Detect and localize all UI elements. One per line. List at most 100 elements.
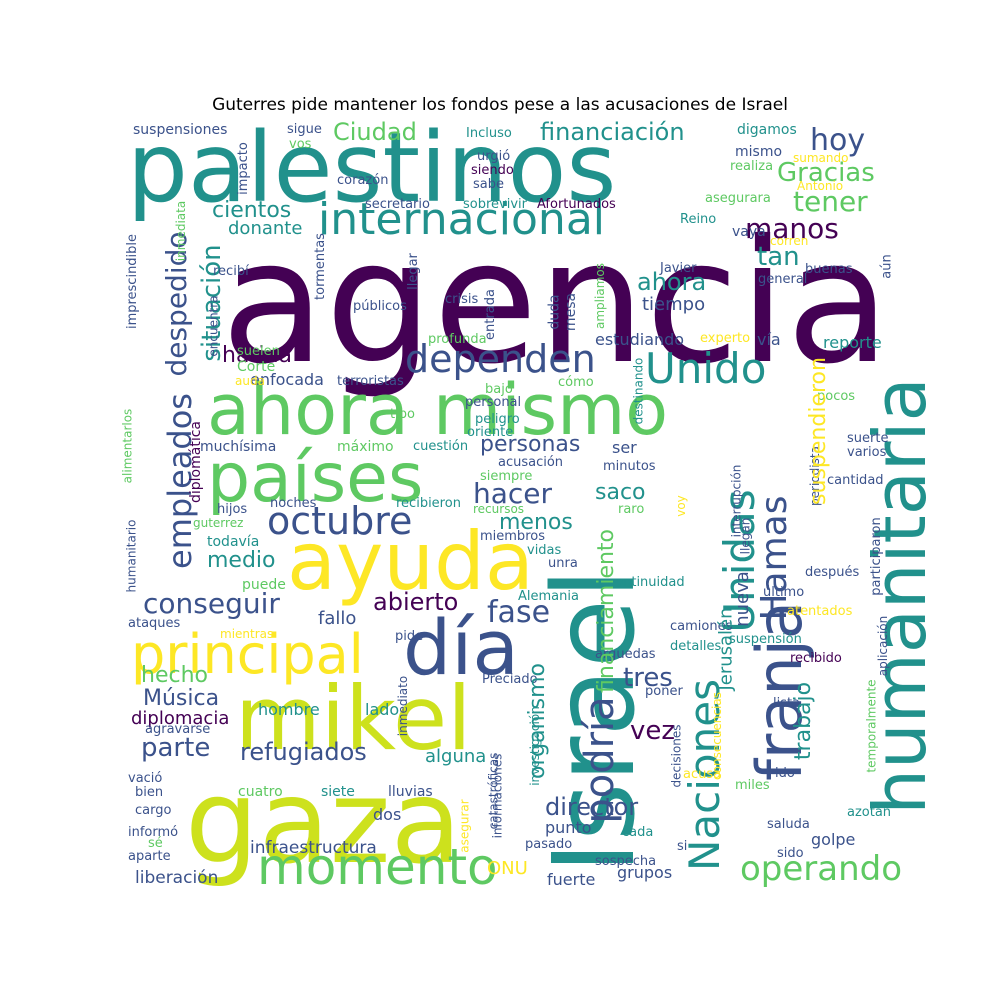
word-estudiando: estudiando: [595, 330, 685, 349]
word-cargo: cargo: [135, 803, 172, 818]
word-ser: ser: [612, 438, 637, 457]
word-despues: después: [805, 565, 860, 580]
word-cuestion: cuestión: [413, 439, 469, 454]
word-puede: puede: [242, 577, 286, 593]
word-suerte: suerte: [847, 431, 889, 446]
word-encuentra: encuentra: [206, 295, 221, 357]
word-financiamiento: financiamiento: [594, 528, 620, 694]
word-vacio: vació: [128, 771, 163, 786]
word-vaya: vaya: [732, 224, 766, 240]
word-cuatro: cuatro: [238, 784, 283, 800]
word-octubre: octubre: [267, 499, 413, 543]
word-principal: principal: [131, 623, 364, 686]
word-auda: auda: [235, 374, 265, 388]
word-general: general: [758, 272, 808, 287]
word-mismo2: mismo: [735, 144, 783, 160]
word-asegurar: asegurar: [457, 799, 472, 853]
word-momento: momento: [257, 838, 498, 896]
word-agencia: agencia: [221, 204, 891, 402]
word-fase: fase: [487, 595, 551, 630]
word-via: vía: [757, 330, 781, 349]
word-urgio: urgió: [477, 149, 511, 164]
word-siempre: siempre: [480, 469, 533, 484]
word-mikel: mikel: [235, 667, 472, 770]
word-infraestructura: infraestructura: [250, 838, 377, 858]
word-terroristas: terroristas: [337, 374, 404, 389]
word-unido: Unido: [645, 344, 767, 393]
word-realiza: realiza: [730, 159, 774, 174]
word-diplomatica: diplomática: [188, 421, 204, 503]
word-sido: sido: [777, 846, 804, 861]
word-arguedas: arguedas: [595, 647, 656, 662]
word-gracias: Gracias: [777, 158, 875, 188]
word-sobrevivir: sobrevivir: [463, 197, 527, 212]
word-palestinos: palestinos: [127, 112, 617, 224]
word-bien: bien: [135, 785, 164, 800]
word-entrada: entrada: [482, 289, 498, 340]
word-suelen: suelen: [237, 344, 280, 359]
word-dia: día: [403, 603, 519, 692]
word-diplomacia: diplomacia: [131, 708, 230, 729]
word-pasado: pasado: [525, 837, 573, 852]
word-medio: medio: [207, 548, 276, 573]
word-antonio: Antonio: [797, 179, 844, 193]
word-suspendieron: suspendieron: [805, 357, 831, 505]
word-hoy: hoy: [810, 123, 866, 158]
word-abierto: abierto: [373, 588, 459, 616]
word-gaza: gaza: [185, 755, 462, 890]
word-acusa: acusa: [683, 767, 722, 782]
word-sigue: sigue: [287, 122, 322, 137]
word-preciado: Preciado: [482, 672, 538, 687]
word-manos: manos: [745, 212, 839, 245]
word-harina: harina: [222, 343, 293, 368]
word-recibi: recibí: [213, 264, 249, 279]
word-muchisima: muchísima: [200, 439, 277, 455]
word-conseguir: conseguir: [143, 587, 280, 620]
word-raro: raro: [618, 502, 645, 517]
word-cientos: cientos: [212, 198, 292, 223]
word-cloud: palestinos agencia internacional ahora m…: [120, 112, 942, 896]
word-donante: donante: [228, 218, 303, 239]
word-aplicacion: aplicación: [876, 615, 891, 677]
word-ultimo: último: [763, 585, 805, 600]
word-sumando: sumando: [793, 151, 849, 165]
word-ahora: ahora: [207, 369, 409, 451]
word-oriente: oriente: [467, 425, 514, 440]
word-peligro: peligro: [475, 412, 520, 427]
word-recursos: recursos: [473, 502, 525, 516]
word-javier: Javier: [660, 261, 697, 276]
word-experto: experto: [700, 331, 751, 346]
word-recibido: recibido: [790, 651, 842, 666]
word-si: si: [677, 839, 688, 854]
word-alimentarlos: alimentarlos: [120, 408, 135, 484]
word-azotan: azotan: [847, 805, 892, 820]
word-dependen: dependen: [405, 337, 596, 381]
word-participaron: participaron: [868, 517, 884, 596]
word-afortunados: Afortunados: [537, 197, 616, 212]
word-buenas: buenas: [805, 262, 853, 277]
word-imprescindible: imprescindible: [125, 233, 141, 330]
word-profunda: profunda: [428, 332, 487, 347]
word-personas: personas: [480, 432, 581, 457]
word-camiones: camiones: [670, 619, 733, 634]
word-asegurara: asegurara: [705, 191, 771, 206]
word-como: cómo: [558, 375, 594, 390]
wordcloud-title: Guterres pide mantener los fondos pese a…: [212, 95, 788, 115]
word-grupos: grupos: [617, 863, 673, 882]
word-nueva: nueva: [731, 571, 753, 627]
word-inmediata: inmediata: [174, 200, 189, 262]
word-inmediato: inmediato: [396, 675, 411, 737]
word-musica: Música: [143, 686, 220, 711]
word-varios: varios: [847, 445, 887, 460]
word-minutos: minutos: [603, 459, 656, 474]
word-agravarse: agravarse: [145, 722, 211, 737]
word-corren: corren: [770, 234, 809, 248]
word-lluvias: lluvias: [388, 784, 433, 800]
word-pide: pide: [395, 629, 424, 644]
word-fuerte: fuerte: [547, 870, 596, 889]
word-atentados: atentados: [787, 604, 853, 619]
word-secretario: secretario: [365, 197, 430, 212]
word-digamos: digamos: [737, 122, 797, 138]
word-hacer: hacer: [473, 477, 553, 510]
word-mismo: mismo: [433, 369, 669, 451]
